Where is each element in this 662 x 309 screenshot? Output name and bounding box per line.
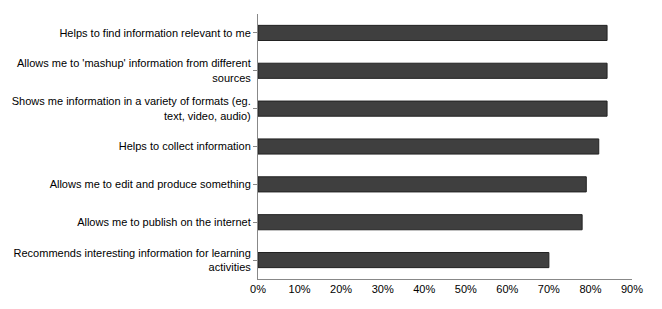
svg-text:40%: 40% xyxy=(413,283,435,295)
svg-text:20%: 20% xyxy=(330,283,352,295)
svg-text:Helps to collect information: Helps to collect information xyxy=(119,140,251,152)
svg-text:60%: 60% xyxy=(496,283,518,295)
svg-text:10%: 10% xyxy=(289,283,311,295)
svg-text:0%: 0% xyxy=(250,283,266,295)
svg-text:80%: 80% xyxy=(579,283,601,295)
svg-text:90%: 90% xyxy=(621,283,643,295)
svg-text:Allows me to 'mashup' informat: Allows me to 'mashup' information from d… xyxy=(17,57,251,83)
svg-text:Helps to find information rele: Helps to find information relevant to me xyxy=(59,27,250,39)
svg-text:70%: 70% xyxy=(538,283,560,295)
svg-text:30%: 30% xyxy=(372,283,394,295)
svg-text:Shows me information in a vari: Shows me information in a variety of for… xyxy=(12,95,251,121)
svg-text:50%: 50% xyxy=(455,283,477,295)
svg-text:Allows me to publish on the in: Allows me to publish on the internet xyxy=(77,216,251,228)
svg-text:Allows me to edit and produce: Allows me to edit and produce something xyxy=(50,178,251,190)
svg-text:Recommends interesting informa: Recommends interesting information for l… xyxy=(14,247,252,273)
